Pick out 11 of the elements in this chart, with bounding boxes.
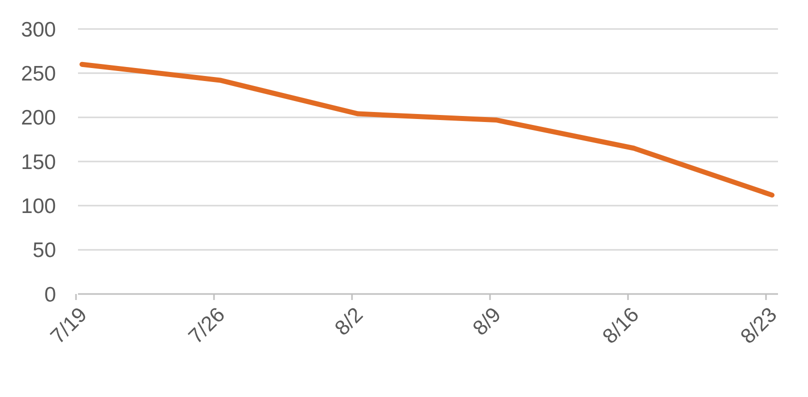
x-tick-label: 8/23 (736, 303, 782, 348)
y-tick-label: 50 (32, 239, 56, 262)
x-tick-label: 8/2 (330, 303, 368, 340)
y-tick-label: 300 (20, 18, 56, 42)
y-tick-label: 150 (20, 150, 56, 174)
x-tick-label: 8/9 (468, 303, 506, 340)
x-tick-label: 8/16 (598, 303, 644, 348)
y-tick-label: 100 (20, 195, 56, 218)
x-tick-label: 7/26 (184, 303, 230, 348)
y-tick-label: 250 (20, 62, 56, 86)
y-tick-label: 200 (20, 106, 56, 130)
